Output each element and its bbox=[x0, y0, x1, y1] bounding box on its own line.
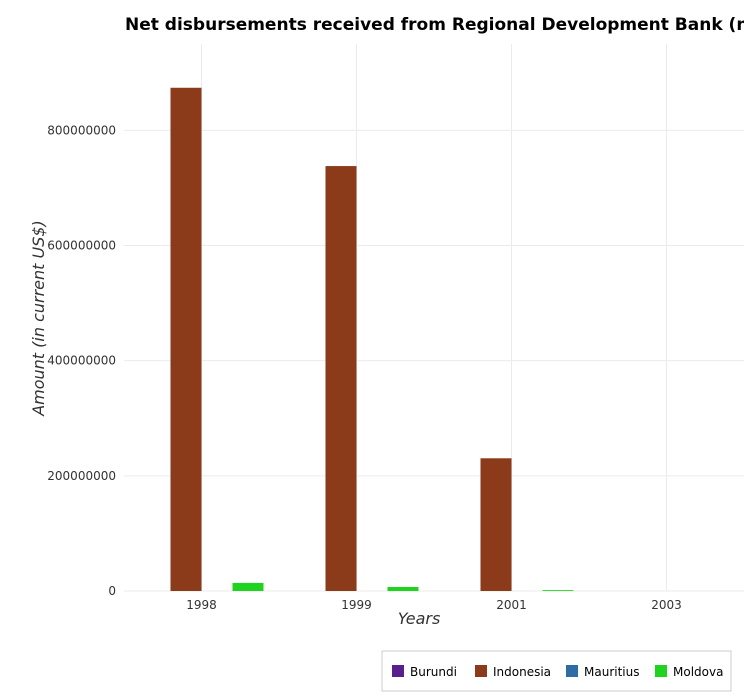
legend-swatch bbox=[566, 665, 578, 677]
bar-moldova bbox=[232, 582, 264, 591]
legend-swatch bbox=[655, 665, 667, 677]
y-tick-label: 200000000 bbox=[47, 469, 116, 483]
chart-title: Net disbursements received from Regional… bbox=[125, 15, 744, 35]
x-axis: 1998 1999 2001 2003 bbox=[186, 598, 682, 612]
x-tick-label: 2001 bbox=[496, 598, 527, 612]
legend: Burundi Indonesia Mauritius Moldova bbox=[381, 650, 732, 692]
y-tick-label: 400000000 bbox=[47, 354, 116, 368]
bar-indonesia bbox=[325, 166, 357, 591]
legend-box bbox=[381, 650, 732, 692]
x-tick-label: 2003 bbox=[651, 598, 682, 612]
y-tick-label: 800000000 bbox=[47, 123, 116, 137]
bar-moldova bbox=[387, 586, 419, 591]
x-axis-label: Years bbox=[398, 609, 441, 628]
legend-swatch bbox=[475, 665, 487, 677]
bar-indonesia bbox=[480, 458, 512, 591]
x-tick-label: 1999 bbox=[341, 598, 372, 612]
bars bbox=[170, 87, 574, 591]
bar-indonesia bbox=[170, 87, 202, 591]
legend-swatch bbox=[392, 665, 404, 677]
legend-label: Mauritius bbox=[584, 665, 639, 679]
y-axis: 0 200000000 400000000 600000000 800000000 bbox=[47, 123, 116, 598]
legend-label: Indonesia bbox=[493, 665, 551, 679]
legend-label: Burundi bbox=[410, 665, 457, 679]
x-tick-label: 1998 bbox=[186, 598, 217, 612]
y-tick-label: 0 bbox=[108, 584, 116, 598]
plot-area bbox=[124, 44, 744, 591]
bar-moldova bbox=[542, 590, 574, 591]
legend-label: Moldova bbox=[673, 665, 723, 679]
y-tick-label: 600000000 bbox=[47, 239, 116, 253]
y-axis-label: Amount (in current US$) bbox=[29, 220, 48, 417]
